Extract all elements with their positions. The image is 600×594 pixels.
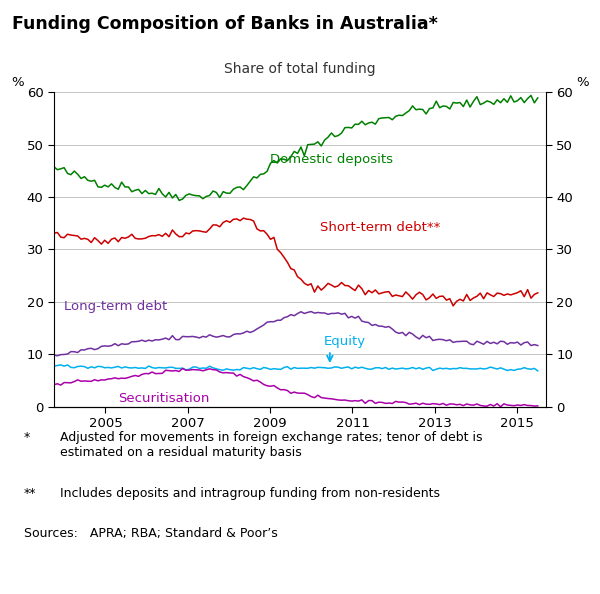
Text: %: % [11, 76, 23, 89]
Text: Sources:   APRA; RBA; Standard & Poor’s: Sources: APRA; RBA; Standard & Poor’s [24, 527, 278, 540]
Text: *: * [24, 431, 30, 444]
Text: Includes deposits and intragroup funding from non-residents: Includes deposits and intragroup funding… [60, 487, 440, 500]
Text: Equity: Equity [323, 335, 366, 348]
Text: Share of total funding: Share of total funding [224, 62, 376, 77]
Text: %: % [577, 76, 589, 89]
Text: Funding Composition of Banks in Australia*: Funding Composition of Banks in Australi… [12, 15, 438, 33]
Text: **: ** [24, 487, 37, 500]
Text: Adjusted for movements in foreign exchange rates; tenor of debt is
estimated on : Adjusted for movements in foreign exchan… [60, 431, 482, 459]
Text: Long-term debt: Long-term debt [64, 300, 167, 313]
Text: Domestic deposits: Domestic deposits [270, 153, 393, 166]
Text: Securitisation: Securitisation [118, 391, 209, 405]
Text: Short-term debt**: Short-term debt** [320, 221, 440, 234]
